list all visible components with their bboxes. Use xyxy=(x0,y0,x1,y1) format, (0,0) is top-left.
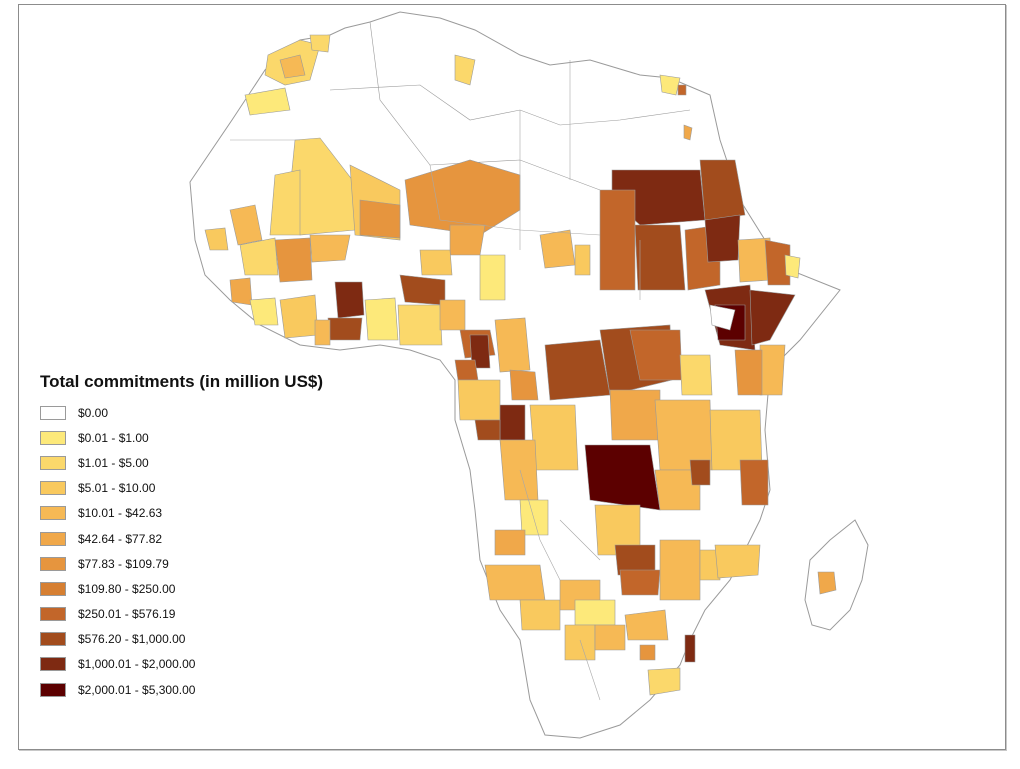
east-africa-regions xyxy=(599,159,801,396)
legend-item: $0.00 xyxy=(40,400,370,425)
legend-item: $77.83 - $109.79 xyxy=(40,551,370,576)
legend-item: $10.01 - $42.63 xyxy=(40,501,370,526)
north-africa-regions xyxy=(244,21,693,191)
legend-label: $576.20 - $1,000.00 xyxy=(78,632,186,647)
madagascar-outline xyxy=(804,519,869,631)
legend-swatch xyxy=(40,481,66,496)
madagascar-region xyxy=(817,571,837,595)
legend-label: $77.83 - $109.79 xyxy=(78,556,169,571)
legend-swatch xyxy=(40,657,66,672)
legend-swatch xyxy=(40,581,66,596)
legend-label: $42.64 - $77.82 xyxy=(78,531,163,546)
west-africa-regions xyxy=(204,137,521,346)
legend-label: $109.80 - $250.00 xyxy=(78,581,176,596)
legend-swatch xyxy=(40,632,66,647)
legend-title: Total commitments (in million US$) xyxy=(40,372,324,391)
legend-swatch xyxy=(40,556,66,571)
legend-item: $1,000.01 - $2,000.00 xyxy=(40,652,370,677)
legend-label: $5.01 - $10.00 xyxy=(78,481,156,496)
legend-swatch xyxy=(40,455,66,470)
legend-swatch xyxy=(40,531,66,546)
legend-items: $0.00 $0.01 - $1.00 $1.01 - $5.00 $5.01 - $… xyxy=(40,400,370,702)
boundary-lines xyxy=(230,60,641,701)
legend-label: $2,000.01 - $5,300.00 xyxy=(78,682,196,697)
legend-item: $2,000.01 - $5,300.00 xyxy=(40,677,370,702)
legend-item: $5.01 - $10.00 xyxy=(40,476,370,501)
legend-item: $0.01 - $1.00 xyxy=(40,425,370,450)
legend-item: $42.64 - $77.82 xyxy=(40,526,370,551)
legend-label: $0.01 - $1.00 xyxy=(78,430,149,445)
legend-item: $250.01 - $576.19 xyxy=(40,602,370,627)
legend-item: $1.01 - $5.00 xyxy=(40,450,370,475)
legend-swatch xyxy=(40,430,66,445)
legend-label: $250.01 - $576.19 xyxy=(78,607,176,622)
southern-africa-regions xyxy=(484,499,761,696)
legend-label: $1.01 - $5.00 xyxy=(78,455,149,470)
map-legend: Total commitments (in million US$) $0.00… xyxy=(40,372,370,702)
legend-label: $0.00 xyxy=(78,405,109,420)
legend-swatch xyxy=(40,506,66,521)
legend-item: $576.20 - $1,000.00 xyxy=(40,627,370,652)
legend-swatch xyxy=(40,682,66,697)
legend-label: $10.01 - $42.63 xyxy=(78,506,163,521)
legend-swatch xyxy=(40,405,66,420)
legend-item: $109.80 - $250.00 xyxy=(40,576,370,601)
legend-label: $1,000.01 - $2,000.00 xyxy=(78,657,196,672)
legend-swatch xyxy=(40,607,66,622)
